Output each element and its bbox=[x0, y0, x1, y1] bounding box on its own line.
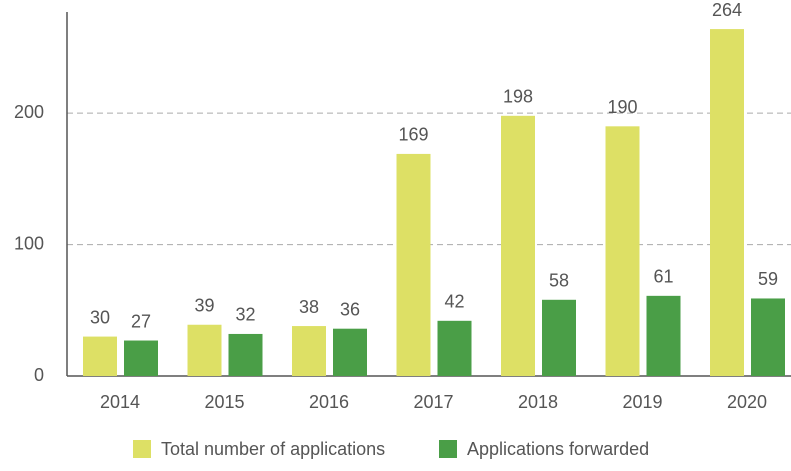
value-label: 38 bbox=[299, 297, 319, 317]
bar bbox=[437, 320, 472, 376]
bar bbox=[83, 336, 117, 376]
value-label: 190 bbox=[607, 97, 637, 117]
bar bbox=[228, 333, 263, 376]
x-tick-label: 2014 bbox=[100, 392, 140, 412]
legend-swatch bbox=[439, 440, 457, 458]
legend-label: Total number of applications bbox=[161, 439, 385, 459]
bar bbox=[542, 299, 576, 376]
x-tick-label: 2016 bbox=[309, 392, 349, 412]
y-tick-label: 200 bbox=[14, 102, 44, 122]
value-label: 61 bbox=[653, 267, 673, 287]
bar bbox=[333, 328, 367, 376]
legend-label: Applications forwarded bbox=[467, 439, 649, 459]
bar bbox=[646, 295, 681, 376]
bar bbox=[751, 298, 785, 376]
bar bbox=[124, 340, 158, 376]
value-label: 42 bbox=[444, 292, 464, 312]
value-label: 169 bbox=[398, 125, 428, 145]
value-label: 39 bbox=[194, 296, 214, 316]
value-label: 36 bbox=[340, 299, 360, 319]
bar bbox=[710, 29, 744, 376]
value-label: 30 bbox=[90, 307, 110, 327]
value-label: 264 bbox=[712, 0, 742, 20]
legend-swatch bbox=[133, 440, 151, 458]
y-tick-label: 100 bbox=[14, 233, 44, 253]
x-tick-label: 2019 bbox=[622, 392, 662, 412]
bar bbox=[187, 324, 222, 376]
x-tick-label: 2015 bbox=[204, 392, 244, 412]
bar bbox=[396, 153, 431, 376]
x-tick-label: 2018 bbox=[518, 392, 558, 412]
value-label: 32 bbox=[235, 305, 255, 325]
x-tick-label: 2020 bbox=[727, 392, 767, 412]
bar bbox=[292, 326, 326, 376]
y-tick-label: 0 bbox=[34, 365, 44, 385]
value-label: 59 bbox=[758, 269, 778, 289]
x-tick-label: 2017 bbox=[413, 392, 453, 412]
bar bbox=[501, 115, 535, 377]
bar bbox=[605, 126, 640, 376]
value-label: 198 bbox=[503, 87, 533, 107]
value-label: 58 bbox=[549, 271, 569, 291]
value-label: 27 bbox=[131, 311, 151, 331]
